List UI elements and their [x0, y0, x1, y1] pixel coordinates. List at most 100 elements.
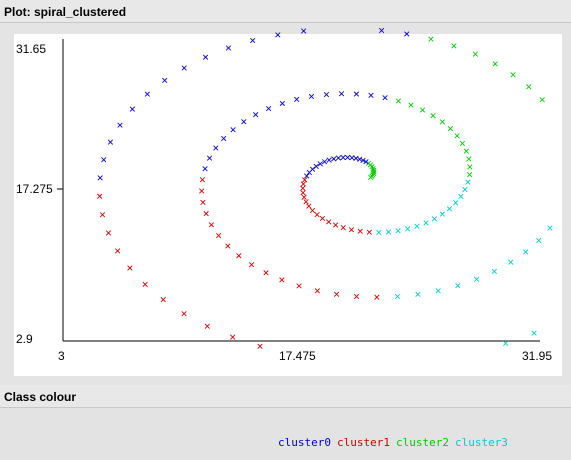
data-point	[423, 220, 429, 226]
data-point	[114, 248, 121, 254]
data-point	[294, 96, 300, 103]
data-point	[338, 91, 345, 97]
data-point	[492, 61, 498, 67]
data-point	[208, 222, 215, 228]
x-tick-label-mid: 17.475	[279, 349, 316, 363]
data-point	[250, 37, 256, 44]
data-point	[304, 173, 310, 179]
plot-title: Plot: spiral_clustered	[4, 5, 127, 19]
data-point	[357, 156, 363, 162]
data-point	[523, 249, 529, 255]
data-point	[531, 330, 537, 336]
data-point	[300, 190, 306, 196]
data-point	[105, 230, 112, 236]
legend-item-cluster2: cluster2	[395, 436, 449, 449]
data-point	[202, 166, 208, 172]
data-point	[296, 283, 302, 289]
data-point	[129, 106, 135, 112]
data-point	[279, 277, 285, 283]
data-point	[326, 219, 332, 225]
data-point	[458, 193, 464, 199]
data-point	[439, 119, 445, 125]
data-point	[275, 32, 281, 38]
x-tick-label-left: 3	[58, 349, 65, 363]
data-point	[428, 36, 434, 42]
data-point	[216, 233, 222, 239]
data-point	[454, 133, 460, 139]
data-point	[371, 167, 377, 173]
data-point	[333, 291, 340, 297]
data-point	[319, 215, 326, 222]
data-point	[335, 155, 342, 161]
data-point	[453, 200, 459, 206]
legend-item-cluster3: cluster3	[454, 436, 508, 449]
data-point	[431, 216, 438, 222]
data-point	[357, 228, 363, 234]
data-point	[326, 157, 332, 163]
data-point	[435, 288, 441, 294]
data-point	[248, 262, 255, 268]
data-point	[344, 154, 351, 161]
data-point	[199, 188, 205, 194]
data-point	[472, 51, 479, 57]
data-point	[508, 259, 514, 265]
data-point	[353, 155, 359, 161]
y-tick-label-mid: 17.275	[16, 182, 53, 196]
data-point	[462, 186, 468, 193]
data-point	[181, 311, 187, 317]
data-point	[331, 156, 337, 162]
data-point	[160, 297, 166, 303]
data-point	[439, 211, 445, 217]
data-point	[99, 212, 106, 218]
legend-item-cluster0: cluster0	[278, 436, 331, 449]
data-point	[317, 161, 323, 167]
scatter-plot: 31.65 17.275 2.9 3 17.475 31.95	[14, 27, 562, 376]
data-point	[265, 105, 272, 112]
plot-panel: 31.65 17.275 2.9 3 17.475 31.95	[0, 22, 571, 385]
data-point	[253, 112, 259, 118]
data-point	[279, 100, 285, 107]
data-point	[142, 281, 148, 288]
data-point	[308, 93, 315, 100]
data-point	[340, 225, 346, 231]
data-point	[353, 293, 360, 300]
data-point	[374, 294, 380, 300]
data-point	[162, 77, 168, 84]
data-point	[415, 291, 421, 297]
data-point	[404, 31, 410, 37]
data-point	[127, 265, 133, 271]
data-point	[459, 140, 466, 147]
y-tick-label-bottom: 2.9	[16, 332, 33, 346]
data-point	[378, 27, 385, 34]
data-point	[414, 223, 420, 229]
data-point	[204, 323, 210, 329]
data-point	[539, 97, 545, 103]
data-point	[360, 157, 366, 164]
data-point	[314, 288, 321, 294]
data-point	[526, 84, 532, 90]
data-point	[321, 159, 328, 165]
data-point	[405, 226, 411, 232]
data-point	[408, 102, 414, 108]
data-point	[225, 45, 232, 51]
data-point	[363, 159, 369, 165]
data-point	[306, 169, 312, 176]
data-point	[348, 227, 355, 233]
data-point	[455, 283, 461, 289]
data-point	[97, 193, 103, 199]
data-point	[333, 222, 339, 228]
data-point	[117, 122, 123, 128]
data-point	[206, 155, 213, 161]
data-point	[236, 253, 242, 259]
data-point	[474, 276, 480, 282]
data-point	[503, 340, 509, 346]
legend-item-cluster1: cluster1	[336, 436, 390, 449]
data-point	[97, 175, 103, 181]
data-point	[466, 156, 472, 162]
data-point	[366, 229, 372, 235]
data-point	[349, 155, 355, 161]
data-point	[419, 107, 426, 113]
data-point	[368, 92, 374, 98]
data-point	[313, 163, 319, 169]
data-point	[451, 43, 457, 49]
